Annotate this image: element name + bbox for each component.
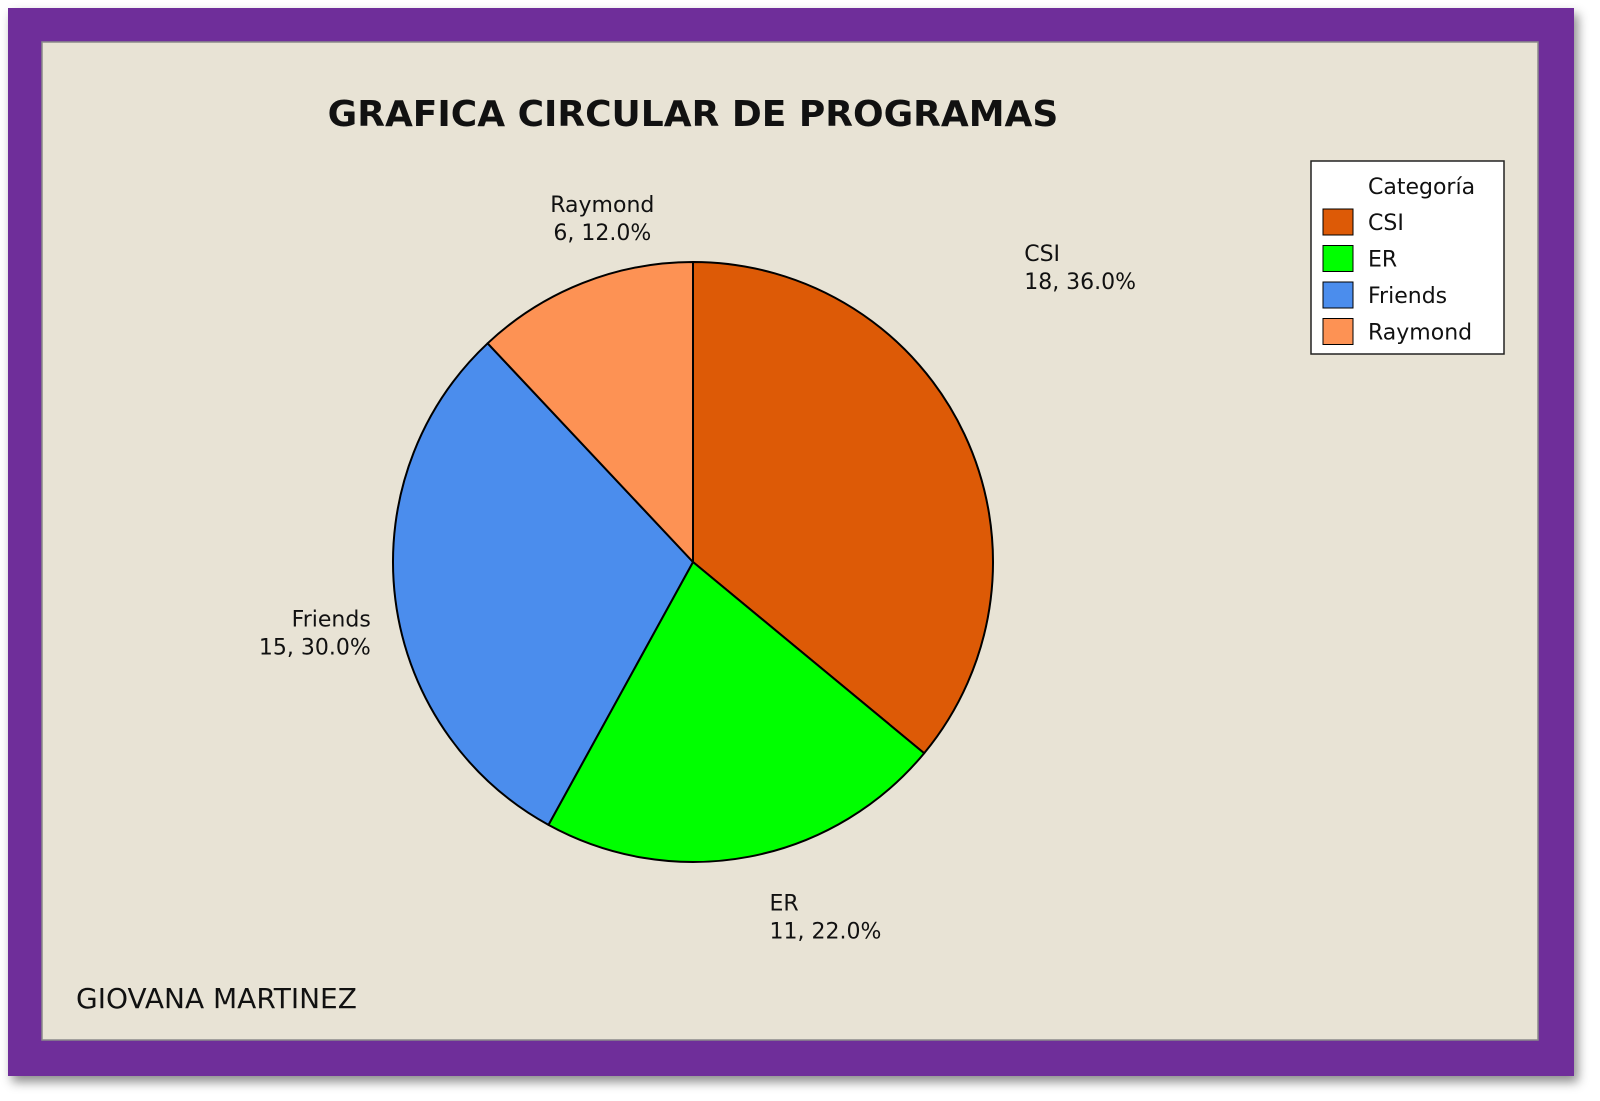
pie-slice-raymond [486,261,694,563]
slice-label-csi: CSI [1024,242,1060,267]
legend-label-csi: CSI [1368,211,1404,236]
legend: Categoría CSI ER Friends Raymond [1310,160,1505,355]
legend-items: CSI ER Friends Raymond [1322,208,1472,346]
legend-label-er: ER [1368,248,1397,273]
slice-value-friends: 15, 30.0% [259,635,371,660]
chart-title: GRAFICA CIRCULAR DE PROGRAMAS [328,94,1059,135]
slice-label-er: ER [770,892,799,917]
slice-value-csi: 18, 36.0% [1024,270,1136,295]
slice-value-er: 11, 22.0% [770,920,882,945]
slice-labels: CSI 18, 36.0% ER 11, 22.0% Friends 15, 30.0% R… [259,193,1136,945]
legend-title: Categoría [1368,175,1475,200]
slice-value-raymond: 6, 12.0% [553,221,651,246]
legend-label-raymond: Raymond [1368,321,1472,346]
pie-slice-csi [692,261,994,755]
legend-label-friends: Friends [1368,284,1447,309]
slice-label-raymond: Raymond [550,193,654,218]
slice-label-friends: Friends [292,607,371,632]
legend-swatch-raymond [1322,318,1354,345]
pie-slice-friends [392,342,694,826]
legend-swatch-er [1322,245,1354,272]
legend-swatch-friends [1322,281,1354,309]
author-name: GIOVANA MARTINEZ [76,982,357,1015]
legend-swatch-csi [1322,208,1354,236]
pie-slice-er [547,561,926,863]
pie-slices [392,261,994,863]
